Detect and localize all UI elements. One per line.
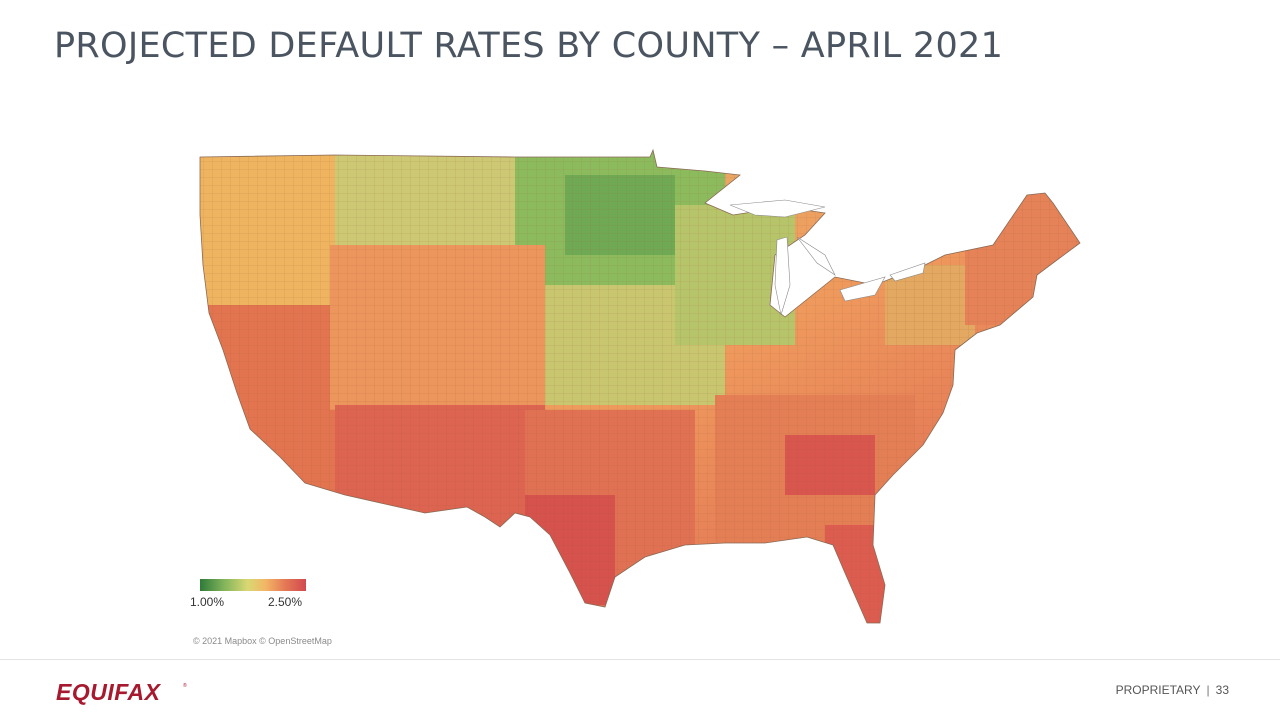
- great-lakes: [729, 199, 926, 316]
- footer-divider: [0, 659, 1280, 660]
- map-region-fills: [200, 150, 1080, 623]
- legend-color-scale: [200, 579, 306, 591]
- map-attribution: © 2021 Mapbox © OpenStreetMap: [193, 636, 332, 646]
- svg-text:®: ®: [183, 682, 187, 689]
- page-number: 33: [1215, 683, 1229, 697]
- footer-separator: |: [1206, 683, 1210, 697]
- color-legend: 1.00% 2.50%: [190, 579, 310, 611]
- us-county-choropleth-map: [199, 148, 1081, 624]
- page-title: PROJECTED DEFAULT RATES BY COUNTY – APRI…: [54, 26, 1004, 66]
- classification-label: PROPRIETARY: [1115, 683, 1201, 697]
- legend-max-label: 2.50%: [268, 595, 303, 609]
- us-outline: [199, 148, 1081, 624]
- footer-page-info: PROPRIETARY | 33: [1116, 683, 1229, 697]
- legend-min-label: 1.00%: [190, 595, 225, 609]
- equifax-logo: EQUIFAX ®: [56, 679, 187, 705]
- svg-text:EQUIFAX: EQUIFAX: [56, 679, 162, 705]
